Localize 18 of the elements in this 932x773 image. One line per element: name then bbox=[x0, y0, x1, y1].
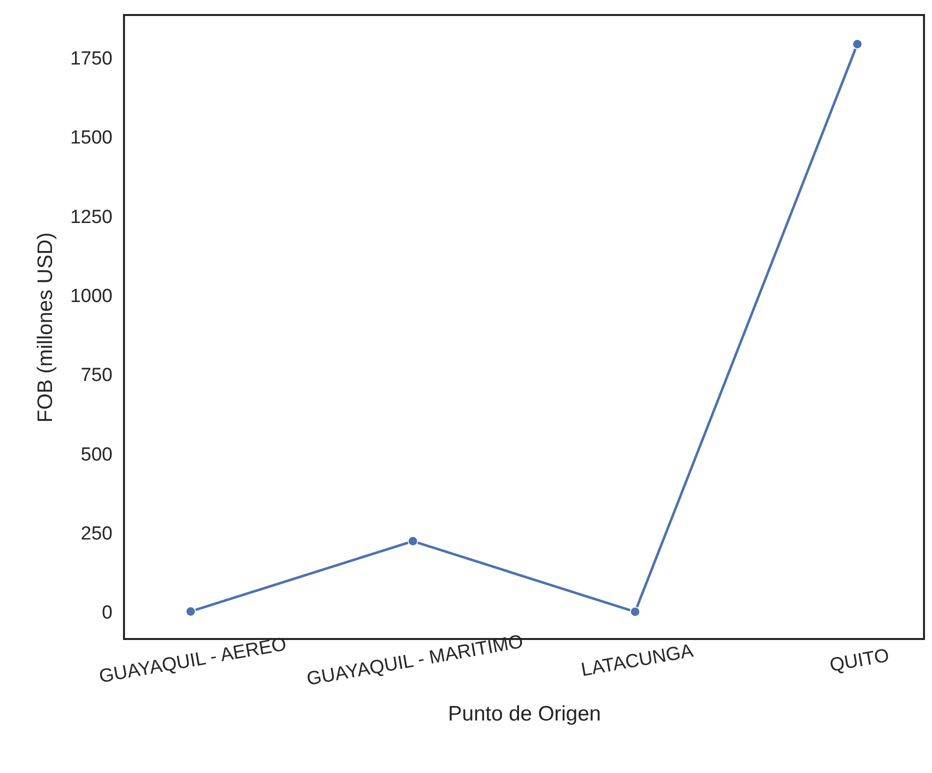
x-tick-label: LATACUNGA bbox=[580, 640, 696, 682]
y-tick-label: 500 bbox=[80, 444, 112, 466]
x-tick-label: GUAYAQUIL - MARITIMO bbox=[305, 631, 525, 690]
y-tick-label: 250 bbox=[80, 523, 112, 544]
y-tick-label: 1750 bbox=[70, 48, 112, 70]
y-tick-label: 1250 bbox=[70, 206, 112, 228]
x-axis-title: Punto de Origen bbox=[448, 702, 601, 726]
point bbox=[630, 606, 640, 618]
x-tick-label: QUITO bbox=[828, 645, 891, 676]
y-tick-label: 1500 bbox=[70, 128, 112, 149]
point bbox=[852, 38, 863, 50]
point bbox=[185, 606, 196, 617]
y-axis-title: FOB (millones USD) bbox=[34, 232, 58, 423]
point bbox=[408, 536, 418, 546]
y-tick-label: 1000 bbox=[70, 286, 112, 307]
x-tick-label: GUAYAQUIL - AEREO bbox=[98, 634, 288, 688]
y-tick-label: 0 bbox=[102, 602, 112, 624]
y-tick-label: 750 bbox=[80, 365, 112, 386]
